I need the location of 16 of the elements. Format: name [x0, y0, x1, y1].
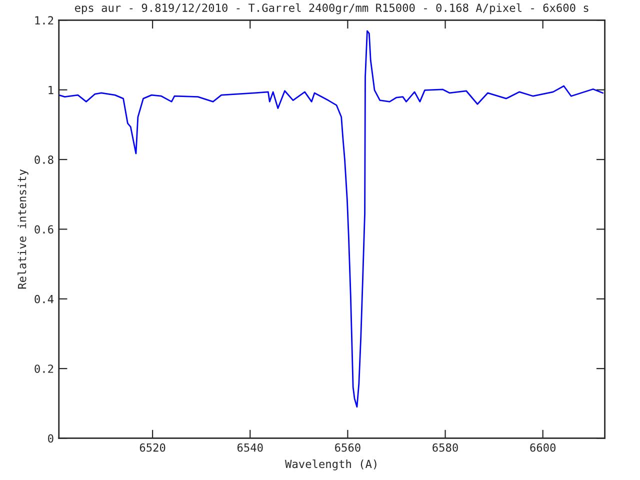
y-tick-label: 0 — [48, 434, 54, 443]
y-tick-label: 0.4 — [34, 294, 54, 304]
x-axis-title: Wavelength (A) — [285, 459, 376, 470]
line-series — [58, 30, 604, 408]
x-tick-label: 6520 — [140, 443, 166, 452]
y-axis-title: Relative intensity — [18, 169, 28, 289]
chart-title: eps aur - 9.819/12/2010 - T.Garrel 2400gr/mm R15000 - 0.168 A/pixel - 6x600 s — [74, 3, 588, 14]
y-tick-label: 1 — [48, 86, 54, 94]
x-tick-label: 6600 — [530, 443, 556, 452]
y-tick-label: 0.2 — [34, 364, 54, 373]
x-tick-label: 6580 — [432, 443, 458, 452]
x-tick-label: 6540 — [237, 443, 263, 452]
y-tick-label: 0.8 — [34, 156, 54, 164]
y-tick-label: 1.2 — [35, 16, 54, 24]
y-tick-label: 0.6 — [34, 225, 54, 234]
x-tick-label: 6560 — [335, 443, 360, 452]
